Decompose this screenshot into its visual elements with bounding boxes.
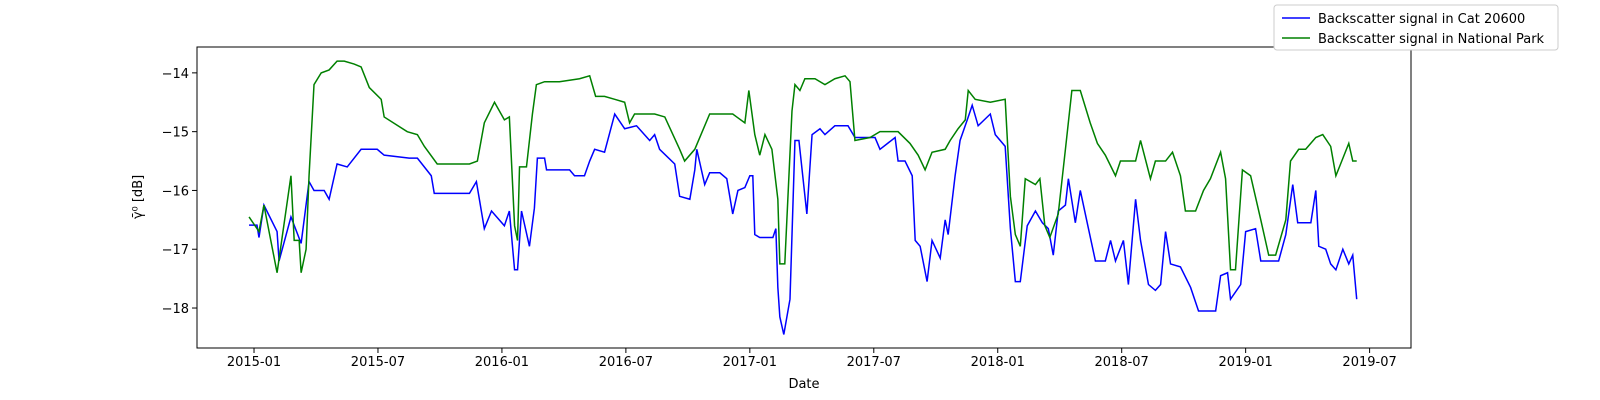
legend-box [1273,4,1559,51]
legend-label: Backscatter signal in National Park [1318,32,1545,47]
x-tick-label: 2018-07 [1095,355,1149,370]
series-line [249,102,1358,335]
x-tick-label: 2019-07 [1342,355,1396,370]
y-tick-label: −15 [162,126,189,141]
legend-label: Backscatter signal in Cat 20600 [1318,12,1525,27]
x-tick-label: 2016-07 [599,355,653,370]
y-tick-label: −14 [162,67,189,82]
x-tick-label: 2018-01 [971,355,1025,370]
y-axis-label: γ̄⁰ [dB] [131,175,146,219]
plot-frame [196,46,1412,349]
series-line [248,60,1357,273]
y-tick-label: −16 [162,184,189,199]
x-tick-label: 2019-01 [1218,355,1272,370]
x-axis-label: Date [788,377,819,392]
x-tick-label: 2015-01 [227,355,281,370]
x-tick-label: 2016-01 [475,355,529,370]
x-tick-label: 2017-07 [847,355,901,370]
x-tick-label: 2015-07 [351,355,405,370]
y-tick-label: −17 [162,243,189,258]
x-tick-label: 2017-01 [723,355,777,370]
y-tick-label: −18 [162,302,189,317]
